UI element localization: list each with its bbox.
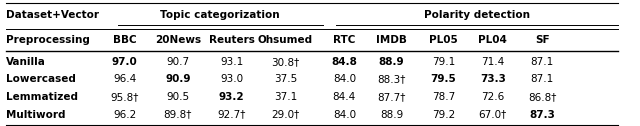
Text: 30.8†: 30.8† <box>271 57 300 67</box>
Text: Lemmatized: Lemmatized <box>6 92 79 102</box>
Text: 72.6: 72.6 <box>481 92 504 102</box>
Text: 90.7: 90.7 <box>166 57 189 67</box>
Text: 73.3: 73.3 <box>480 74 506 84</box>
Text: Multiword: Multiword <box>6 110 66 120</box>
Text: 95.8†: 95.8† <box>111 92 139 102</box>
Text: Reuters: Reuters <box>209 35 255 45</box>
Text: BBC: BBC <box>113 35 136 45</box>
Text: 84.4: 84.4 <box>333 92 356 102</box>
Text: Lowercased: Lowercased <box>6 74 76 84</box>
Text: SF: SF <box>535 35 549 45</box>
Text: RTC: RTC <box>333 35 355 45</box>
Text: 86.8†: 86.8† <box>528 92 556 102</box>
Text: 89.8†: 89.8† <box>164 110 192 120</box>
Text: 92.7†: 92.7† <box>218 110 246 120</box>
Text: 93.0: 93.0 <box>220 74 243 84</box>
Text: 88.9: 88.9 <box>380 110 403 120</box>
Text: Topic categorization: Topic categorization <box>160 10 279 20</box>
Text: Polarity detection: Polarity detection <box>424 10 530 20</box>
Text: 90.9: 90.9 <box>165 74 191 84</box>
Text: 37.1: 37.1 <box>274 92 297 102</box>
Text: PL04: PL04 <box>478 35 508 45</box>
Text: 93.1: 93.1 <box>220 57 243 67</box>
Text: 20News: 20News <box>155 35 201 45</box>
Text: 96.2: 96.2 <box>113 110 136 120</box>
Text: Dataset+Vector: Dataset+Vector <box>6 10 99 20</box>
Text: 67.0†: 67.0† <box>479 110 507 120</box>
Text: Ohsumed: Ohsumed <box>258 35 313 45</box>
Text: Vanilla: Vanilla <box>6 57 46 67</box>
Text: 87.1: 87.1 <box>531 74 554 84</box>
Text: 97.0: 97.0 <box>112 57 138 67</box>
Text: 37.5: 37.5 <box>274 74 297 84</box>
Text: 93.2: 93.2 <box>219 92 244 102</box>
Text: 87.3: 87.3 <box>529 110 555 120</box>
Text: 84.0: 84.0 <box>333 110 356 120</box>
Text: 79.1: 79.1 <box>432 57 455 67</box>
Text: 90.5: 90.5 <box>166 92 189 102</box>
Text: 79.5: 79.5 <box>431 74 456 84</box>
Text: 96.4: 96.4 <box>113 74 136 84</box>
Text: Preprocessing: Preprocessing <box>6 35 90 45</box>
Text: 84.0: 84.0 <box>333 74 356 84</box>
Text: 84.8: 84.8 <box>332 57 357 67</box>
Text: 87.7†: 87.7† <box>378 92 406 102</box>
Text: 29.0†: 29.0† <box>271 110 300 120</box>
Text: PL05: PL05 <box>429 35 458 45</box>
Text: 79.2: 79.2 <box>432 110 455 120</box>
Text: IMDB: IMDB <box>376 35 407 45</box>
Text: 88.3†: 88.3† <box>378 74 406 84</box>
Text: 78.7: 78.7 <box>432 92 455 102</box>
Text: 87.1: 87.1 <box>531 57 554 67</box>
Text: 88.9: 88.9 <box>379 57 404 67</box>
Text: 71.4: 71.4 <box>481 57 504 67</box>
